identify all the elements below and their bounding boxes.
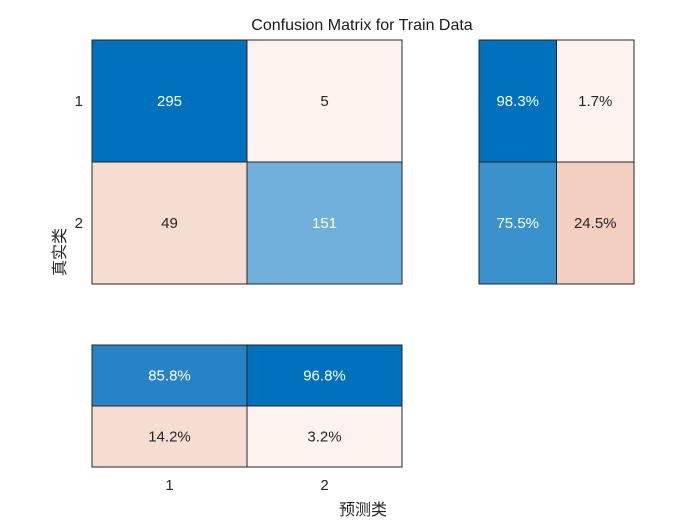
row-summary-value-r1-c1: 98.3% — [496, 93, 539, 110]
x-axis-label: 预测类 — [339, 500, 387, 519]
confusion-value-r2-c2: 151 — [312, 215, 337, 232]
column-summary-value-r2-c2: 3.2% — [307, 429, 341, 446]
row-summary-value-r1-c2: 1.7% — [578, 93, 612, 110]
confusion-value-r2-c1: 49 — [161, 215, 178, 232]
x-tick-label-2: 2 — [320, 477, 328, 494]
confusion-cell-r2-c1 — [91, 161, 248, 285]
chart-title: Confusion Matrix for Train Data — [251, 17, 473, 34]
y-tick-label-2: 2 — [75, 215, 83, 232]
tick-labels: 1 1 2 2 — [75, 93, 329, 494]
y-tick-label-1: 1 — [75, 93, 83, 110]
row-summary-matrix: 98.3% 1.7% 75.5% 24.5% — [478, 39, 635, 285]
column-summary-value-r2-c1: 14.2% — [148, 429, 191, 446]
confusion-matrix: 295 5 49 151 — [91, 39, 403, 285]
row-summary-value-r2-c2: 24.5% — [574, 215, 617, 232]
confusion-cell-r1-c2 — [246, 39, 403, 163]
confusion-value-r1-c1: 295 — [157, 93, 182, 110]
x-tick-label-1: 1 — [165, 477, 173, 494]
confusion-cell-r2-c2 — [246, 161, 403, 285]
row-summary-cell-r1-c1 — [478, 39, 557, 163]
column-summary-cell-r1-c2 — [246, 344, 403, 407]
row-summary-value-r2-c1: 75.5% — [496, 215, 539, 232]
column-summary-value-r1-c1: 85.8% — [148, 368, 191, 385]
column-summary-cell-r2-c2 — [246, 405, 403, 468]
row-summary-cell-r2-c2 — [556, 161, 635, 285]
column-summary-value-r1-c2: 96.8% — [303, 368, 346, 385]
confusion-value-r1-c2: 5 — [320, 93, 328, 110]
confusion-cell-r1-c1 — [91, 39, 248, 163]
row-summary-cell-r1-c2 — [556, 39, 635, 163]
row-summary-cell-r2-c1 — [478, 161, 557, 285]
column-summary-matrix: 85.8% 96.8% 14.2% 3.2% — [91, 344, 403, 468]
y-axis-label: 真实类 — [50, 228, 69, 276]
